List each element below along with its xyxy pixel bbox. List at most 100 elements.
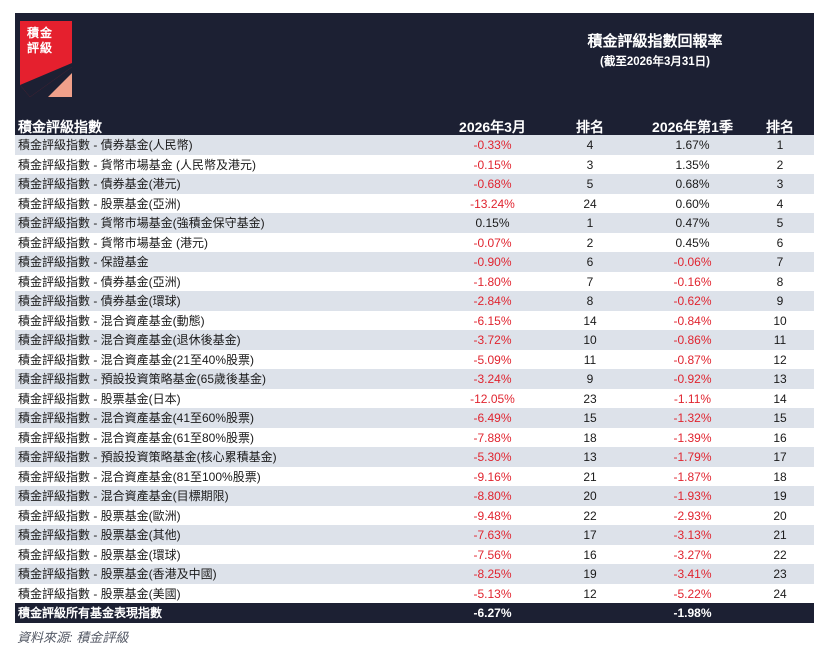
- quarter-rank: 16: [773, 430, 787, 445]
- column-header-rank-quarter: 排名: [766, 119, 794, 135]
- quarter-rank: 1: [776, 138, 784, 152]
- quarter-return: -2.93%: [673, 508, 712, 523]
- month-return: -0.15%: [473, 157, 512, 172]
- table-row: 積金評級指數 - 混合資產基金(41至60%股票) -6.49% 15 -1.32% 1…: [15, 408, 814, 428]
- index-name: 積金評級指數 - 股票基金(美國): [18, 586, 181, 601]
- table-row: 積金評級指數 - 股票基金(歐洲) -9.48% 22 -2.93% 20: [15, 505, 814, 525]
- index-name: 積金評級指數 - 貨幣市場基金(強積金保守基金): [18, 216, 265, 230]
- month-return: -9.48%: [473, 508, 512, 523]
- index-name: 積金評級指數 - 預設投資策略基金(核心累積基金): [18, 450, 277, 464]
- month-return: -8.25%: [473, 567, 512, 581]
- month-return: 0.15%: [475, 216, 510, 230]
- index-name: 積金評級指數 - 混合資產基金(61至80%股票): [18, 430, 255, 445]
- month-rank: 13: [583, 450, 597, 464]
- month-return: -2.84%: [473, 294, 512, 308]
- index-name: 積金評級指數 - 債券基金(環球): [18, 294, 181, 308]
- quarter-return: -1.32%: [673, 411, 712, 425]
- month-rank: 6: [586, 255, 594, 269]
- quarter-return: -1.79%: [673, 450, 712, 464]
- quarter-return: -0.62%: [673, 294, 712, 308]
- table-header: 積金 評級 積金評級指數回報率 (截至2026年3月31日) 積金評級指數 20…: [15, 13, 814, 135]
- index-name: 積金評級指數 - 預設投資策略基金(65歲後基金): [18, 372, 267, 386]
- month-return: -5.13%: [473, 586, 512, 601]
- page-subtitle: (截至2026年3月31日): [600, 56, 710, 68]
- table-row: 積金評級指數 - 債券基金(港元) -0.68% 5 0.68% 3: [15, 174, 814, 194]
- quarter-rank: 4: [776, 196, 784, 211]
- table-row: 積金評級指數 - 預設投資策略基金(核心累積基金) -5.30% 13 -1.79% 1…: [15, 447, 814, 467]
- month-return: -0.07%: [473, 235, 512, 250]
- quarter-return: -0.16%: [673, 274, 712, 289]
- month-return: -7.56%: [473, 547, 512, 562]
- month-rank: 15: [583, 411, 597, 425]
- month-rank: 12: [583, 586, 597, 601]
- quarter-rank: 11: [773, 333, 787, 347]
- table-row: 積金評級指數 - 股票基金(香港及中國) -8.25% 19 -3.41% 23: [15, 564, 814, 584]
- month-rank: 10: [583, 333, 597, 347]
- total-row: 積金評級所有基金表現指數 -6.27% -1.98%: [15, 603, 814, 623]
- quarter-return: 0.60%: [675, 196, 710, 211]
- quarter-return: -1.11%: [673, 391, 712, 406]
- total-month: -6.27%: [473, 606, 512, 620]
- table-row: 積金評級指數 - 預設投資策略基金(65歲後基金) -3.24% 9 -0.92% 13: [15, 369, 814, 389]
- logo-line-2: 評級: [27, 41, 54, 55]
- table-row: 積金評級指數 - 保證基金 -0.90% 6 -0.06% 7: [15, 252, 814, 272]
- index-name: 積金評級指數 - 股票基金(歐洲): [18, 508, 181, 523]
- index-name: 積金評級指數 - 混合資產基金(目標期限): [18, 489, 229, 503]
- month-rank: 16: [583, 547, 597, 562]
- month-rank: 18: [583, 430, 597, 445]
- month-return: -6.15%: [473, 313, 512, 328]
- quarter-rank: 12: [773, 352, 787, 367]
- month-rank: 19: [583, 567, 597, 581]
- month-rank: 22: [583, 508, 597, 523]
- quarter-return: 0.45%: [675, 235, 710, 250]
- total-quarter: -1.98%: [673, 606, 712, 620]
- index-name: 積金評級指數 - 混合資產基金(81至100%股票): [18, 469, 261, 484]
- quarter-rank: 9: [776, 294, 784, 308]
- quarter-rank: 7: [776, 255, 784, 269]
- index-name: 積金評級指數 - 混合資產基金(退休後基金): [18, 333, 241, 347]
- quarter-rank: 10: [773, 313, 787, 328]
- month-return: -3.72%: [473, 333, 512, 347]
- month-return: -7.88%: [473, 430, 512, 445]
- month-rank: 2: [586, 235, 594, 250]
- table-row: 積金評級指數 - 混合資產基金(動態) -6.15% 14 -0.84% 10: [15, 310, 814, 330]
- quarter-rank: 5: [776, 216, 784, 230]
- month-rank: 1: [586, 216, 594, 230]
- quarter-return: 1.35%: [675, 157, 710, 172]
- month-rank: 7: [586, 274, 594, 289]
- quarter-rank: 2: [776, 157, 784, 172]
- month-rank: 5: [586, 177, 594, 191]
- logo-line-1: 積金: [27, 26, 54, 40]
- index-name: 積金評級指數 - 保證基金: [18, 255, 149, 269]
- returns-table-panel: 積金 評級 積金評級指數回報率 (截至2026年3月31日) 積金評級指數 20…: [15, 13, 814, 623]
- month-rank: 4: [586, 138, 594, 152]
- table-row: 積金評級指數 - 股票基金(日本) -12.05% 23 -1.11% 14: [15, 388, 814, 408]
- table-row: 積金評級指數 - 貨幣市場基金 (港元) -0.07% 2 0.45% 6: [15, 232, 814, 252]
- table-row: 積金評級指數 - 債券基金(亞洲) -1.80% 7 -0.16% 8: [15, 271, 814, 291]
- index-name: 積金評級指數 - 混合資產基金(21至40%股票): [18, 352, 255, 367]
- quarter-rank: 18: [773, 469, 787, 484]
- brand-logo-icon: [20, 21, 72, 97]
- quarter-return: -1.87%: [673, 469, 712, 484]
- quarter-rank: 6: [776, 235, 784, 250]
- index-name: 積金評級指數 - 股票基金(日本): [18, 391, 181, 406]
- quarter-return: 0.68%: [675, 177, 710, 191]
- table-row: 積金評級指數 - 混合資產基金(目標期限) -8.80% 20 -1.93% 19: [15, 486, 814, 506]
- index-name: 積金評級指數 - 股票基金(亞洲): [18, 196, 181, 211]
- quarter-rank: 19: [773, 489, 787, 503]
- quarter-return: -3.27%: [673, 547, 712, 562]
- quarter-return: -5.22%: [673, 586, 712, 601]
- quarter-return: -1.93%: [673, 489, 712, 503]
- quarter-rank: 23: [773, 567, 787, 581]
- quarter-rank: 13: [773, 372, 787, 386]
- table-row: 積金評級指數 - 混合資產基金(退休後基金) -3.72% 10 -0.86% 11: [15, 330, 814, 350]
- month-return: -5.30%: [473, 450, 512, 464]
- quarter-rank: 14: [773, 391, 787, 406]
- month-rank: 23: [583, 391, 597, 406]
- month-return: -7.63%: [473, 528, 512, 542]
- quarter-return: -3.41%: [673, 567, 712, 581]
- quarter-return: -0.87%: [673, 352, 712, 367]
- quarter-rank: 15: [773, 411, 787, 425]
- index-name: 積金評級指數 - 股票基金(環球): [18, 547, 181, 562]
- table-row: 積金評級指數 - 貨幣市場基金(強積金保守基金) 0.15% 1 0.47% 5: [15, 213, 814, 233]
